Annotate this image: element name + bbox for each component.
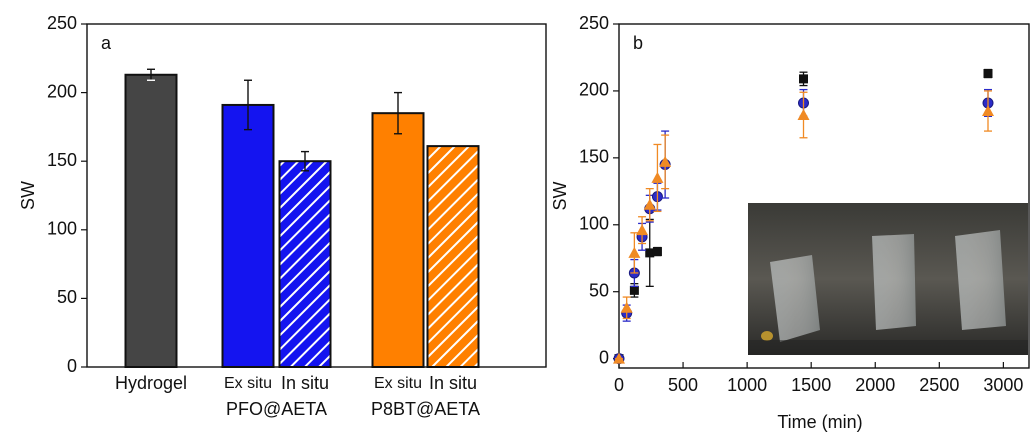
y-tick-label: 250 [579, 13, 609, 33]
bar [278, 160, 332, 368]
y-tick-label: 250 [47, 13, 77, 33]
marker [799, 74, 808, 84]
x-tick-label: 2500 [919, 375, 959, 395]
y-axis-label: SW [18, 181, 38, 210]
y-tick-label: 150 [47, 150, 77, 170]
y-tick-label: 100 [47, 219, 77, 239]
group-label: P8BT@AETA [371, 399, 480, 419]
y-axis-label: SW [550, 181, 570, 210]
marker [645, 248, 655, 258]
marker [652, 247, 662, 257]
plot-frame [86, 23, 547, 368]
marker [636, 224, 649, 236]
group-label: PFO@AETA [226, 399, 327, 419]
y-tick-label: 150 [579, 147, 609, 167]
error-bar [394, 91, 402, 135]
marker [628, 246, 641, 258]
bar [371, 112, 425, 369]
bar [426, 145, 480, 368]
panel-label: a [101, 33, 112, 53]
marker [982, 105, 994, 117]
x-tick-label: 500 [668, 375, 698, 395]
y-tick-label: 100 [579, 214, 609, 234]
marker [659, 155, 672, 167]
bar [221, 103, 275, 368]
x-tick-label: 0 [614, 375, 624, 395]
plot-frame [618, 23, 1030, 369]
x-axis-label: Time (min) [777, 412, 862, 432]
y-tick-label: 0 [599, 347, 609, 367]
y-tick-label: 200 [579, 80, 609, 100]
inset-photo [748, 203, 1028, 355]
y-tick-label: 0 [67, 356, 77, 376]
marker [651, 171, 664, 183]
bar [124, 73, 178, 368]
y-tick-label: 200 [47, 81, 77, 101]
x-tick-label: 2000 [855, 375, 895, 395]
marker [797, 109, 810, 121]
x-tick-label: Ex situ [374, 375, 422, 392]
x-tick-label: 1500 [791, 375, 831, 395]
marker [620, 301, 633, 313]
x-tick-label: 1000 [727, 375, 767, 395]
error-bar [244, 79, 252, 131]
marker [629, 285, 639, 295]
marker [983, 69, 993, 79]
x-tick-label: Ex situ [224, 375, 272, 392]
marker [643, 198, 656, 210]
marker [613, 352, 625, 364]
y-tick-label: 50 [589, 280, 609, 300]
error-bar [301, 150, 309, 172]
x-tick-label: In situ [281, 373, 329, 393]
panel-label: b [633, 33, 643, 53]
x-tick-label: Hydrogel [115, 373, 187, 393]
error-bar [147, 68, 155, 81]
y-tick-label: 50 [57, 287, 77, 307]
x-tick-label: In situ [429, 373, 477, 393]
x-tick-label: 3000 [983, 375, 1023, 395]
